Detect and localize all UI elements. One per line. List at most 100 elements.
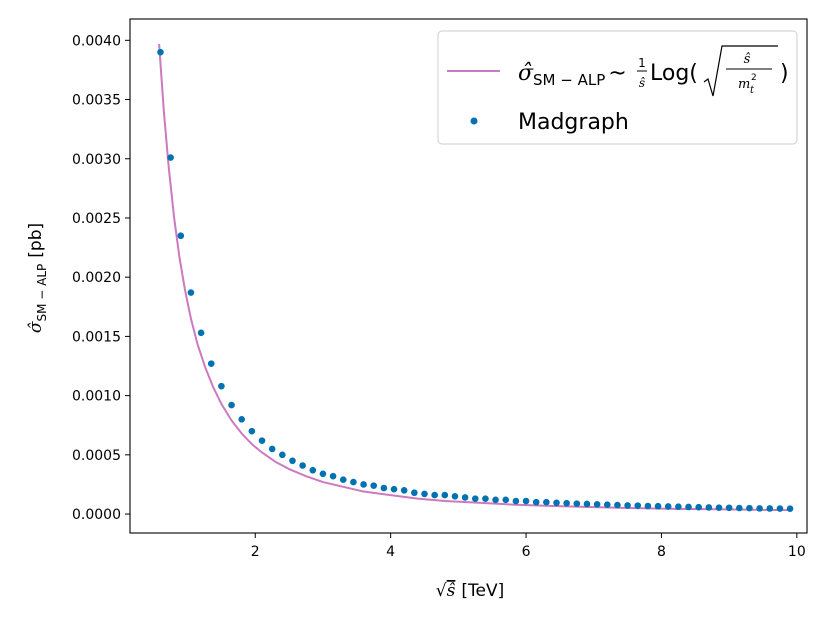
legend-close-paren: ) bbox=[780, 61, 789, 86]
data-point-madgraph bbox=[482, 495, 489, 502]
legend-scatter-label: Madgraph bbox=[518, 110, 629, 135]
data-point-madgraph bbox=[279, 451, 286, 459]
data-point-madgraph bbox=[725, 504, 733, 512]
plot-content bbox=[157, 43, 794, 513]
data-point-madgraph bbox=[502, 496, 510, 504]
y-tick-label: 0.0020 bbox=[72, 270, 121, 286]
data-point-madgraph bbox=[218, 382, 225, 390]
data-point-madgraph bbox=[664, 503, 672, 510]
legend-line-label: σ̂SM − ALP ~ bbox=[518, 61, 627, 89]
legend-inner-den-sup: 2 bbox=[751, 73, 757, 83]
data-point-madgraph bbox=[411, 489, 418, 497]
series-line-analytic bbox=[158, 43, 791, 512]
legend-sqrt-sign bbox=[703, 45, 778, 97]
data-point-madgraph bbox=[400, 487, 408, 494]
y-tick-label: 0.0000 bbox=[72, 507, 121, 523]
x-tick-label: 2 bbox=[251, 544, 260, 560]
data-point-madgraph bbox=[736, 504, 743, 512]
data-point-madgraph bbox=[603, 501, 611, 508]
data-point-madgraph bbox=[441, 491, 449, 499]
data-point-madgraph bbox=[380, 484, 388, 492]
data-point-madgraph bbox=[319, 470, 327, 478]
data-point-madgraph bbox=[786, 505, 794, 513]
data-point-madgraph bbox=[248, 427, 256, 435]
data-point-madgraph bbox=[471, 495, 479, 502]
data-point-madgraph bbox=[258, 437, 266, 444]
data-point-madgraph bbox=[157, 48, 164, 56]
legend-frac-num: 1 bbox=[638, 56, 646, 70]
y-tick-label: 0.0005 bbox=[72, 448, 121, 464]
y-tick-label: 0.0035 bbox=[72, 93, 121, 109]
legend-scatter-marker bbox=[470, 117, 478, 125]
y-axis-label-unit: [pb] bbox=[26, 223, 46, 258]
y-tick-label: 0.0040 bbox=[72, 33, 121, 49]
y-axis-label-symbol: σ̂ bbox=[26, 321, 46, 333]
data-point-madgraph bbox=[309, 466, 317, 474]
x-axis-label: √ŝ [TeV] bbox=[436, 581, 504, 601]
data-point-madgraph bbox=[532, 498, 540, 506]
y-tick-label: 0.0025 bbox=[72, 211, 121, 227]
data-point-madgraph bbox=[614, 501, 621, 509]
data-point-madgraph bbox=[746, 504, 753, 512]
data-point-madgraph bbox=[512, 497, 520, 505]
legend-inner-den: m bbox=[738, 77, 750, 92]
data-point-madgraph bbox=[705, 504, 713, 511]
data-point-madgraph bbox=[543, 498, 550, 506]
data-point-madgraph bbox=[167, 154, 174, 161]
data-point-madgraph bbox=[370, 482, 378, 489]
y-tick-label: 0.0030 bbox=[72, 152, 121, 168]
plot-frame bbox=[129, 18, 808, 534]
data-point-madgraph bbox=[756, 505, 763, 512]
data-point-madgraph bbox=[766, 505, 774, 512]
x-axis-ticks: 2 4 6 8 10 bbox=[251, 533, 806, 560]
data-point-madgraph bbox=[644, 502, 652, 510]
legend-inner-den-sub: t bbox=[750, 85, 755, 96]
data-point-madgraph bbox=[695, 503, 702, 511]
data-point-madgraph bbox=[624, 502, 631, 509]
data-point-madgraph bbox=[522, 497, 530, 505]
legend-tilde: ~ bbox=[608, 61, 626, 86]
data-point-madgraph bbox=[634, 502, 642, 509]
data-point-madgraph bbox=[431, 491, 438, 499]
data-point-madgraph bbox=[289, 457, 296, 465]
data-point-madgraph bbox=[268, 445, 276, 453]
legend: σ̂SM − ALP ~ 1 ŝ Log( ŝ m t 2 ) Madgraph bbox=[437, 30, 798, 145]
data-point-madgraph bbox=[299, 462, 306, 469]
x-axis-label-symbol: ŝ bbox=[447, 581, 456, 601]
y-axis-label-subscript: SM − ALP bbox=[35, 264, 49, 322]
data-point-madgraph bbox=[654, 502, 662, 510]
data-point-madgraph bbox=[715, 504, 723, 511]
data-point-madgraph bbox=[339, 476, 347, 484]
y-axis-label: σ̂SM − ALP [pb] bbox=[26, 223, 49, 333]
data-point-madgraph bbox=[350, 478, 357, 486]
data-point-madgraph bbox=[573, 500, 581, 507]
data-point-madgraph bbox=[421, 490, 428, 498]
legend-box bbox=[437, 30, 798, 145]
data-point-madgraph bbox=[228, 401, 235, 409]
legend-sigma: σ̂ bbox=[518, 61, 534, 86]
x-tick-label: 8 bbox=[657, 544, 666, 560]
y-tick-label: 0.0015 bbox=[72, 329, 121, 345]
data-point-madgraph bbox=[360, 481, 367, 488]
legend-log: Log( bbox=[650, 61, 698, 86]
data-point-madgraph bbox=[492, 496, 499, 504]
legend-frac-den: ŝ bbox=[639, 76, 645, 90]
data-point-madgraph bbox=[685, 503, 692, 511]
data-point-madgraph bbox=[177, 232, 185, 240]
data-point-madgraph bbox=[583, 500, 591, 508]
x-tick-label: 6 bbox=[522, 544, 531, 560]
data-point-madgraph bbox=[451, 492, 459, 500]
data-point-madgraph bbox=[675, 503, 682, 511]
legend-sigma-subscript: SM − ALP bbox=[533, 71, 605, 89]
data-point-madgraph bbox=[553, 499, 560, 507]
data-point-madgraph bbox=[197, 329, 205, 337]
y-tick-label: 0.0010 bbox=[72, 389, 121, 405]
x-axis-label-sqrt: √ bbox=[436, 581, 447, 601]
data-point-madgraph bbox=[461, 494, 469, 501]
data-point-madgraph bbox=[238, 416, 245, 423]
data-point-madgraph bbox=[390, 485, 398, 493]
x-tick-label: 4 bbox=[386, 544, 395, 560]
data-point-madgraph bbox=[207, 360, 215, 367]
data-point-madgraph bbox=[329, 472, 337, 480]
